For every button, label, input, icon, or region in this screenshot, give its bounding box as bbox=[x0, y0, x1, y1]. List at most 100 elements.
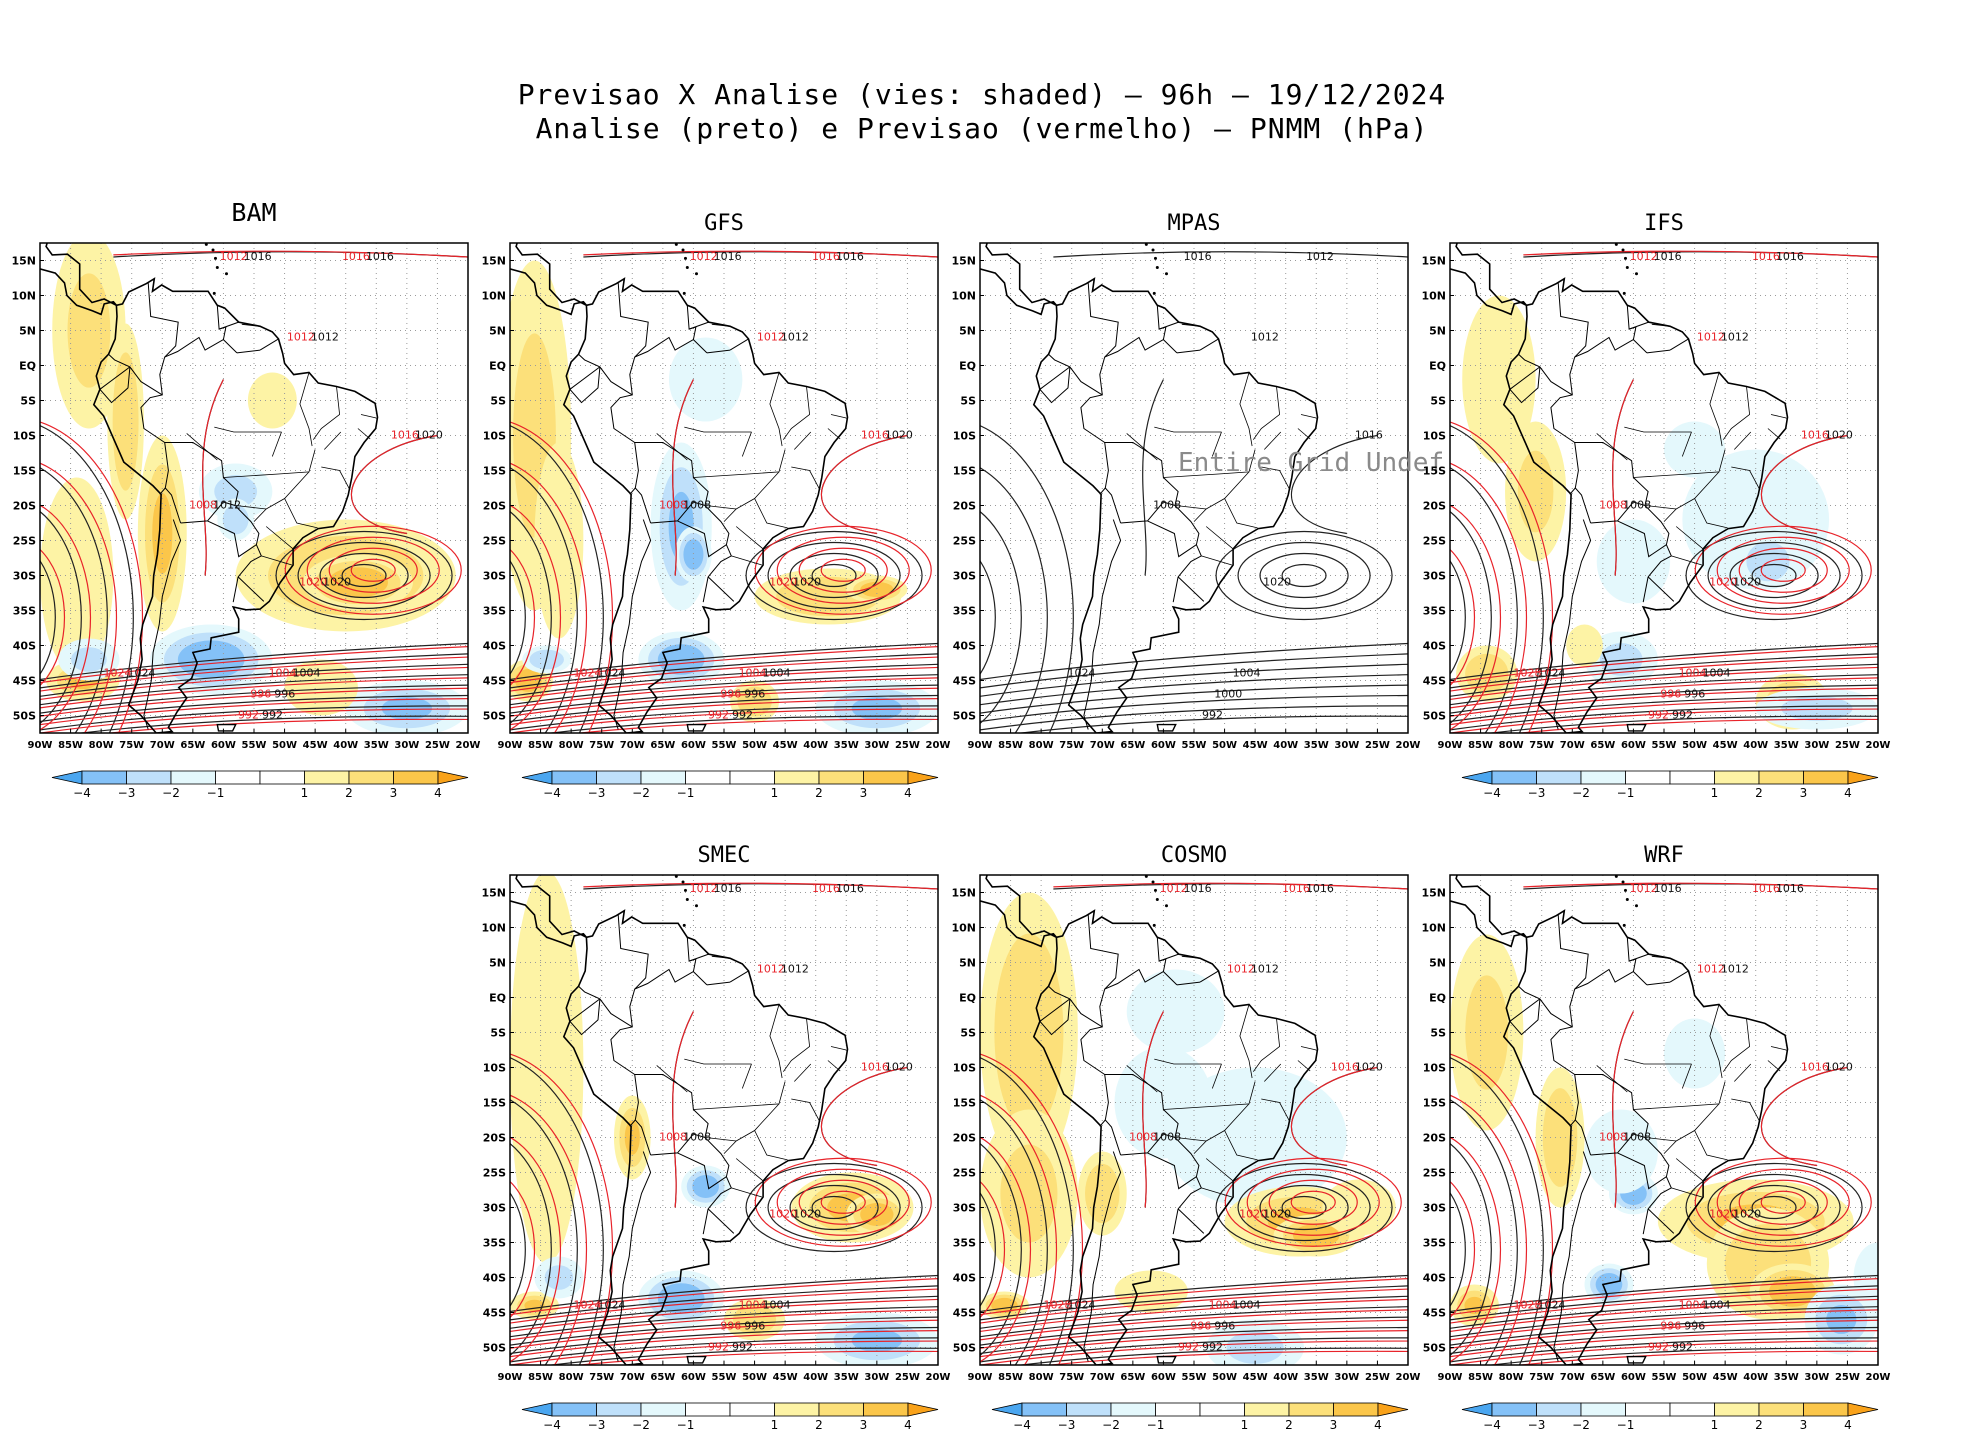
isobar bbox=[510, 663, 938, 697]
panel-title: SMEC bbox=[698, 843, 751, 868]
lon-tick-label: 90W bbox=[968, 740, 993, 751]
lon-tick-label: 80W bbox=[559, 1372, 584, 1383]
colorbar-box bbox=[1758, 770, 1804, 785]
forecast-isobar-label: 1028 bbox=[1513, 1299, 1541, 1312]
isobar bbox=[980, 1316, 1408, 1346]
lon-tick-label: 40W bbox=[1273, 1372, 1298, 1383]
coastlines bbox=[510, 243, 849, 733]
state-border bbox=[1734, 431, 1752, 450]
isobar bbox=[510, 1274, 938, 1313]
lon-tick-label: 45W bbox=[773, 740, 798, 751]
colorbar-label: −4 bbox=[73, 786, 91, 800]
isobar bbox=[510, 1309, 938, 1341]
coastlines bbox=[980, 243, 1319, 733]
state-border bbox=[360, 414, 377, 419]
colorbar-label: 2 bbox=[1285, 1418, 1293, 1432]
isobar bbox=[1290, 1190, 1336, 1214]
caribbean-island bbox=[694, 272, 698, 276]
isobar bbox=[510, 559, 526, 676]
isobars bbox=[1450, 250, 1878, 733]
colorbar-box bbox=[1333, 1402, 1379, 1417]
lat-tick-label: 5S bbox=[960, 395, 976, 408]
isobar bbox=[510, 1288, 938, 1324]
bias-area bbox=[1000, 1144, 1058, 1243]
country-border bbox=[706, 349, 731, 354]
state-border bbox=[830, 414, 847, 419]
lat-tick-label: 5N bbox=[959, 325, 976, 338]
colorbar-box bbox=[1066, 1402, 1112, 1417]
lat-tick-label: 20S bbox=[953, 500, 976, 513]
colorbar-box bbox=[596, 1402, 642, 1417]
state-border bbox=[1624, 1058, 1692, 1065]
lon-tick-label: 85W bbox=[1468, 1372, 1493, 1383]
grid bbox=[1450, 243, 1878, 733]
analysis-isobar-label: 992 bbox=[1202, 1341, 1223, 1354]
forecast-isobar-label: 1004 bbox=[1679, 667, 1707, 680]
isobar bbox=[1450, 1337, 1878, 1363]
country-border bbox=[241, 323, 261, 327]
country-border bbox=[99, 366, 131, 390]
state-border bbox=[1252, 386, 1281, 440]
isobar bbox=[980, 1326, 1408, 1355]
isobar bbox=[980, 1191, 996, 1308]
country-border bbox=[1158, 321, 1179, 330]
state-border bbox=[261, 555, 293, 566]
country-border bbox=[1199, 338, 1219, 351]
state-border bbox=[1211, 431, 1222, 457]
analysis-isobar-label: 1016 bbox=[1654, 250, 1682, 263]
isobar bbox=[350, 558, 396, 582]
isobar bbox=[980, 467, 1048, 733]
isobar bbox=[510, 1053, 614, 1365]
country-border bbox=[1177, 576, 1205, 602]
state-border bbox=[1645, 505, 1677, 510]
country-border bbox=[569, 366, 601, 404]
lat-tick-label: 10N bbox=[1421, 290, 1446, 303]
figure-title: Previsao X Analise (vies: shaded) — 96h … bbox=[517, 78, 1447, 111]
lat-tick-label: 10S bbox=[483, 430, 506, 443]
analysis-isobar-label: 1016 bbox=[1184, 882, 1212, 895]
colorbar-box bbox=[551, 1402, 597, 1417]
lat-tick-label: 45S bbox=[953, 1307, 976, 1320]
colorbar-label: 4 bbox=[434, 786, 442, 800]
state-border bbox=[723, 1103, 780, 1154]
isobar bbox=[1450, 687, 1878, 717]
forecast-isobar-label: 1024 bbox=[573, 1299, 601, 1312]
coastlines bbox=[40, 243, 379, 733]
panel-title: WRF bbox=[1644, 843, 1684, 868]
isobar bbox=[510, 687, 938, 717]
state-border bbox=[312, 386, 341, 440]
colorbar-label: −1 bbox=[677, 786, 695, 800]
isobar bbox=[510, 1094, 588, 1365]
caribbean-island bbox=[683, 256, 687, 260]
lat-tick-label: 15S bbox=[1423, 465, 1446, 478]
country-border bbox=[569, 366, 601, 390]
country-border bbox=[1172, 1208, 1179, 1235]
caribbean-island bbox=[1151, 880, 1155, 884]
state-border bbox=[754, 498, 788, 529]
lon-tick-label: 70W bbox=[1090, 740, 1115, 751]
state-border bbox=[782, 1018, 811, 1072]
caribbean-island bbox=[1164, 904, 1168, 908]
colorbar-box bbox=[170, 770, 216, 785]
colorbar-label: 3 bbox=[390, 786, 398, 800]
central-america-coast bbox=[510, 243, 588, 316]
analysis-isobar-label: 1008 bbox=[1623, 1131, 1651, 1144]
country-border bbox=[1199, 970, 1219, 983]
isobar bbox=[1760, 1190, 1806, 1214]
lat-tick-label: 45S bbox=[1423, 1307, 1446, 1320]
forecast-isobar-label: 1008 bbox=[1599, 1131, 1627, 1144]
bias-area bbox=[867, 585, 887, 594]
lat-tick-label: 15N bbox=[481, 887, 506, 900]
undef-grid-message: Entire Grid Undef bbox=[1178, 448, 1444, 478]
forecast-isobar-label: 1016 bbox=[812, 250, 840, 263]
analysis-isobar-label: 1016 bbox=[1776, 250, 1804, 263]
analysis-isobar-label: 992 bbox=[1202, 709, 1223, 722]
lon-tick-label: 45W bbox=[1243, 1372, 1268, 1383]
analysis-isobar-label: 1012 bbox=[1306, 250, 1334, 263]
state-border bbox=[1770, 1046, 1787, 1051]
caribbean-island bbox=[1153, 256, 1157, 260]
country-border bbox=[1080, 305, 1167, 443]
forecast-isobar-label: 996 bbox=[720, 1320, 741, 1333]
lat-tick-label: 30S bbox=[13, 570, 36, 583]
